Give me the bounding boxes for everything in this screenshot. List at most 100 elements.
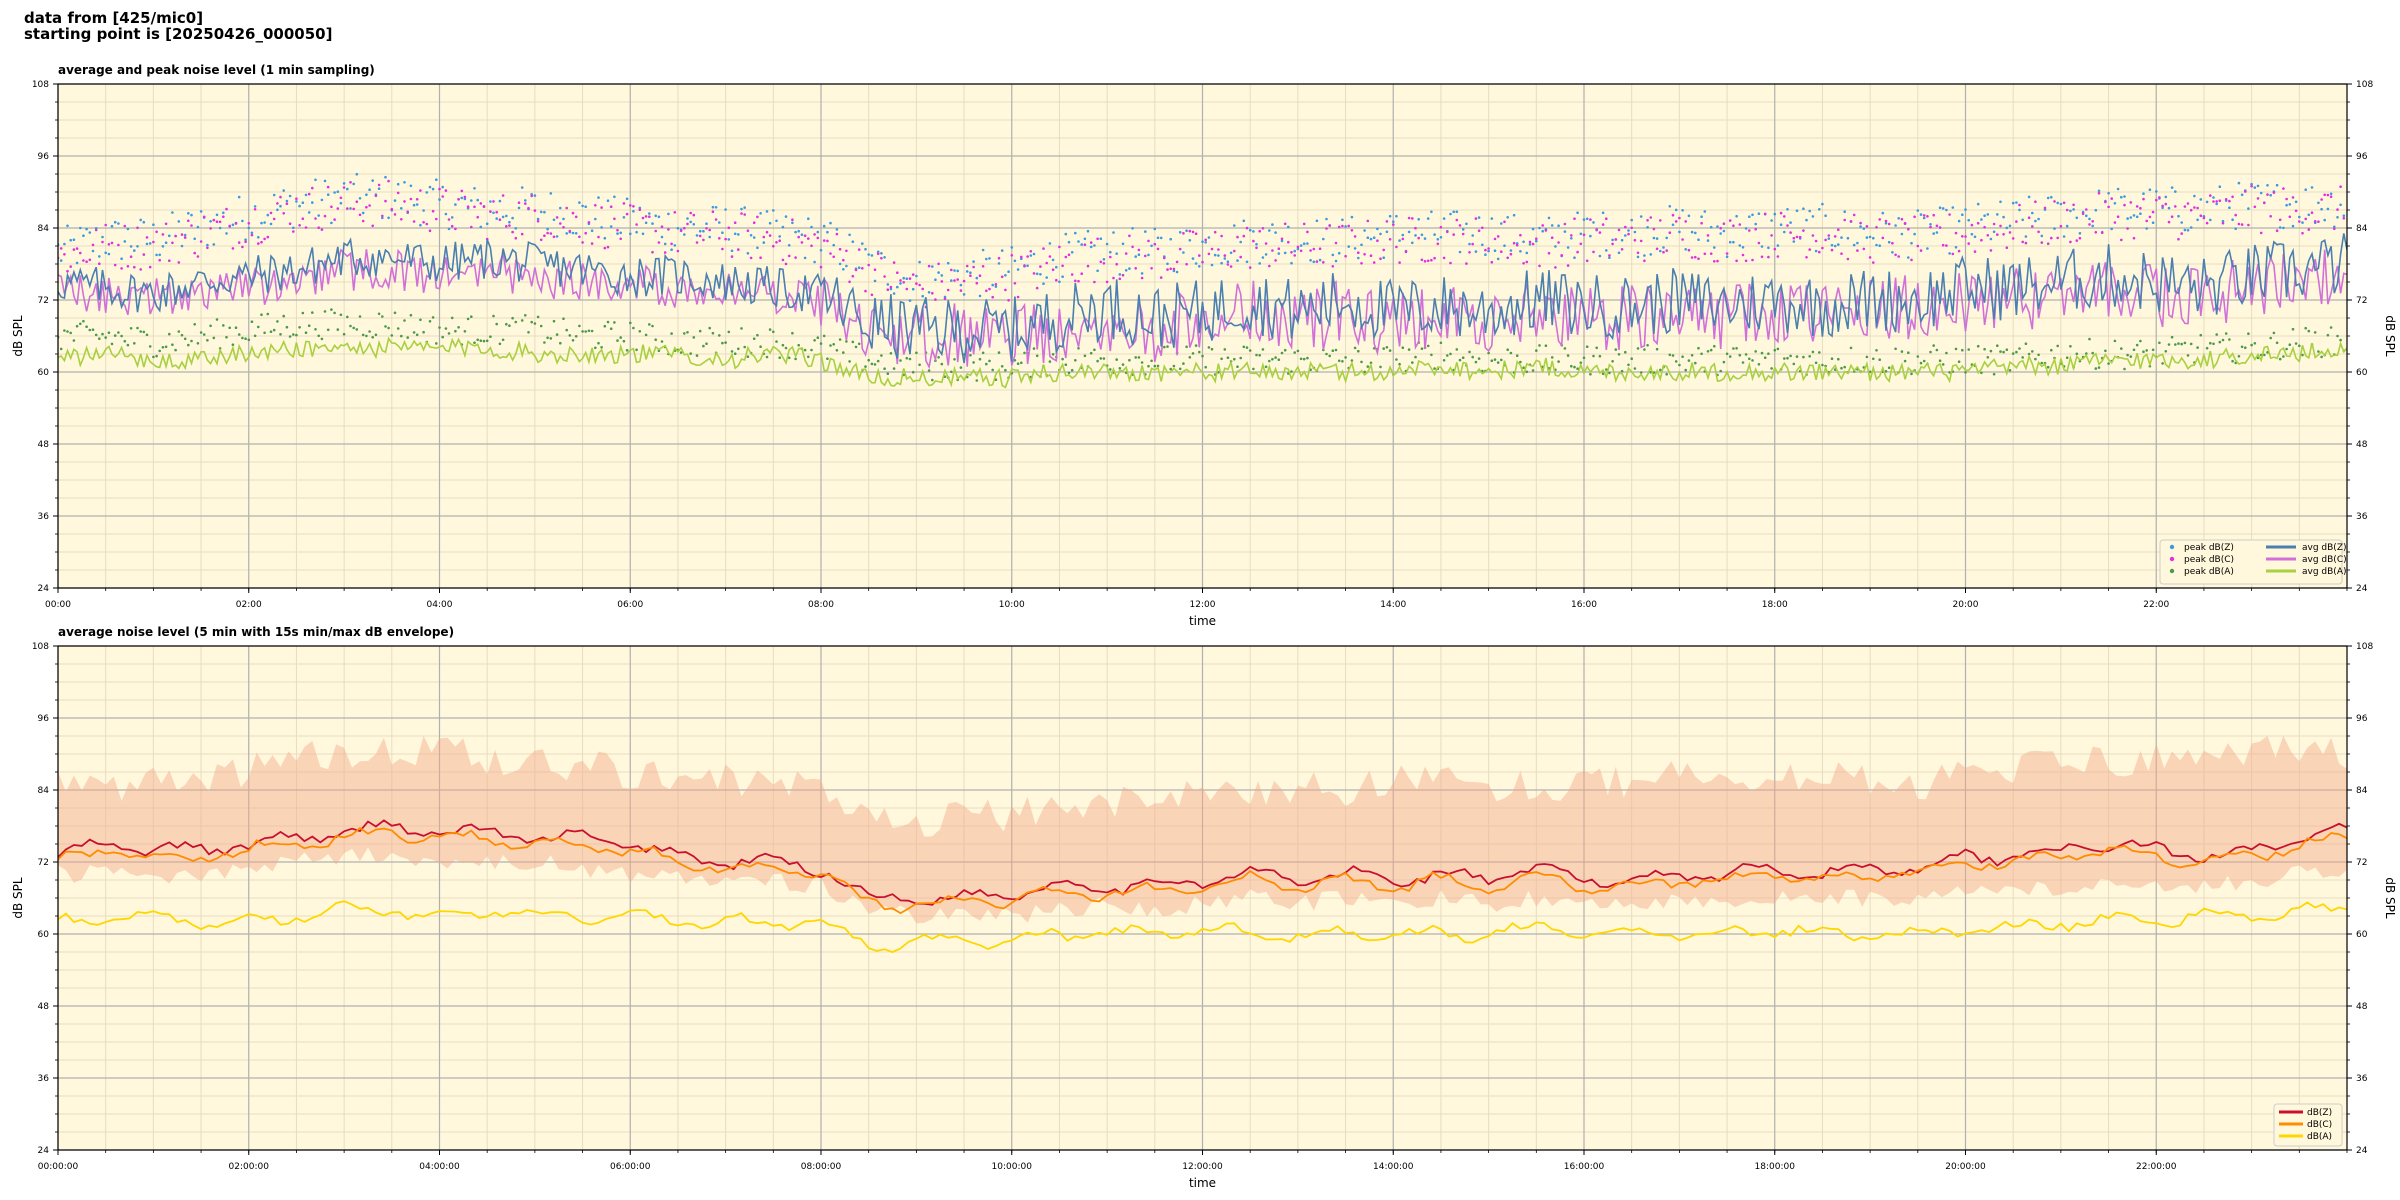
data-point	[253, 205, 257, 208]
data-point	[1550, 356, 1554, 359]
data-point	[940, 280, 944, 283]
data-point	[2221, 338, 2225, 342]
data-point	[1744, 353, 1748, 356]
data-point	[1226, 356, 1230, 360]
data-point	[2018, 347, 2021, 350]
data-point	[800, 233, 804, 236]
data-point	[1252, 239, 1255, 243]
data-point	[2177, 342, 2180, 345]
data-point	[985, 362, 988, 366]
data-source-label: data from [425/mic0]	[24, 9, 204, 27]
data-point	[187, 212, 190, 215]
data-point	[1535, 239, 1538, 243]
data-point	[832, 343, 835, 346]
data-point	[883, 367, 886, 371]
data-point	[1538, 264, 1541, 268]
data-point	[2037, 353, 2040, 357]
data-point	[695, 234, 699, 237]
data-point	[2075, 352, 2079, 356]
legend-marker	[2169, 544, 2175, 550]
data-point	[816, 236, 820, 240]
data-point	[1010, 254, 1014, 257]
data-point	[1458, 250, 1462, 254]
data-point	[908, 299, 912, 302]
data-point	[336, 207, 340, 210]
data-point	[1395, 214, 1398, 218]
data-point	[110, 342, 114, 346]
data-point	[829, 344, 832, 347]
data-point	[543, 234, 546, 237]
data-point	[1388, 238, 1392, 241]
data-point	[1872, 261, 1875, 264]
data-point	[1070, 368, 1074, 372]
data-point	[2078, 232, 2082, 235]
data-point	[651, 250, 654, 254]
data-point	[1503, 220, 1506, 224]
data-point	[1957, 360, 1961, 364]
data-point	[326, 193, 330, 196]
data-point	[940, 274, 944, 277]
data-point	[454, 203, 457, 206]
data-point	[1500, 250, 1503, 253]
data-point	[1093, 244, 1096, 247]
data-point	[2282, 187, 2285, 190]
data-point	[1258, 354, 1261, 357]
data-point	[2113, 339, 2117, 343]
data-point	[1118, 277, 1122, 281]
data-point	[1481, 226, 1484, 230]
data-point	[326, 328, 330, 332]
data-point	[1786, 356, 1789, 360]
data-point	[1919, 249, 1923, 252]
data-point	[1185, 345, 1188, 349]
data-point	[447, 227, 451, 231]
data-point	[66, 224, 69, 228]
data-point	[861, 267, 864, 270]
data-point	[689, 220, 692, 224]
data-point	[450, 216, 454, 219]
data-point	[1484, 248, 1487, 252]
data-point	[962, 293, 966, 296]
data-point	[1471, 242, 1474, 246]
data-point	[1283, 348, 1287, 352]
data-point	[428, 320, 432, 323]
data-point	[1325, 352, 1328, 356]
data-point	[857, 266, 861, 270]
data-point	[1395, 358, 1398, 361]
data-point	[1274, 259, 1277, 262]
data-point	[994, 378, 998, 382]
data-point	[1992, 222, 1996, 226]
data-point	[845, 249, 848, 253]
data-point	[1811, 215, 1815, 218]
legend: dB(Z)dB(C)dB(A)	[2273, 1103, 2343, 1147]
data-point	[1674, 220, 1678, 223]
data-point	[911, 287, 915, 291]
data-point	[886, 283, 890, 286]
data-point	[1322, 237, 1325, 241]
data-point	[206, 339, 209, 342]
data-point	[1277, 247, 1281, 250]
data-point	[2215, 202, 2218, 206]
data-point	[1639, 215, 1643, 218]
data-point	[425, 222, 429, 226]
data-point	[158, 349, 161, 353]
data-point	[1344, 356, 1347, 359]
data-point	[1115, 262, 1118, 266]
data-point	[1929, 223, 1932, 226]
data-point	[66, 269, 69, 273]
data-point	[854, 268, 858, 272]
data-point	[377, 312, 381, 316]
data-point	[412, 331, 416, 334]
data-point	[1690, 354, 1694, 357]
data-point	[225, 232, 228, 235]
data-point	[1941, 363, 1945, 366]
data-point	[479, 202, 483, 205]
data-point	[1856, 241, 1859, 245]
data-point	[1074, 231, 1077, 235]
data-point	[1182, 251, 1185, 254]
data-point	[1178, 231, 1182, 234]
data-point	[1388, 214, 1392, 218]
data-point	[1589, 218, 1592, 221]
data-point	[1814, 239, 1818, 243]
data-point	[2304, 188, 2307, 191]
data-point	[1531, 369, 1535, 372]
